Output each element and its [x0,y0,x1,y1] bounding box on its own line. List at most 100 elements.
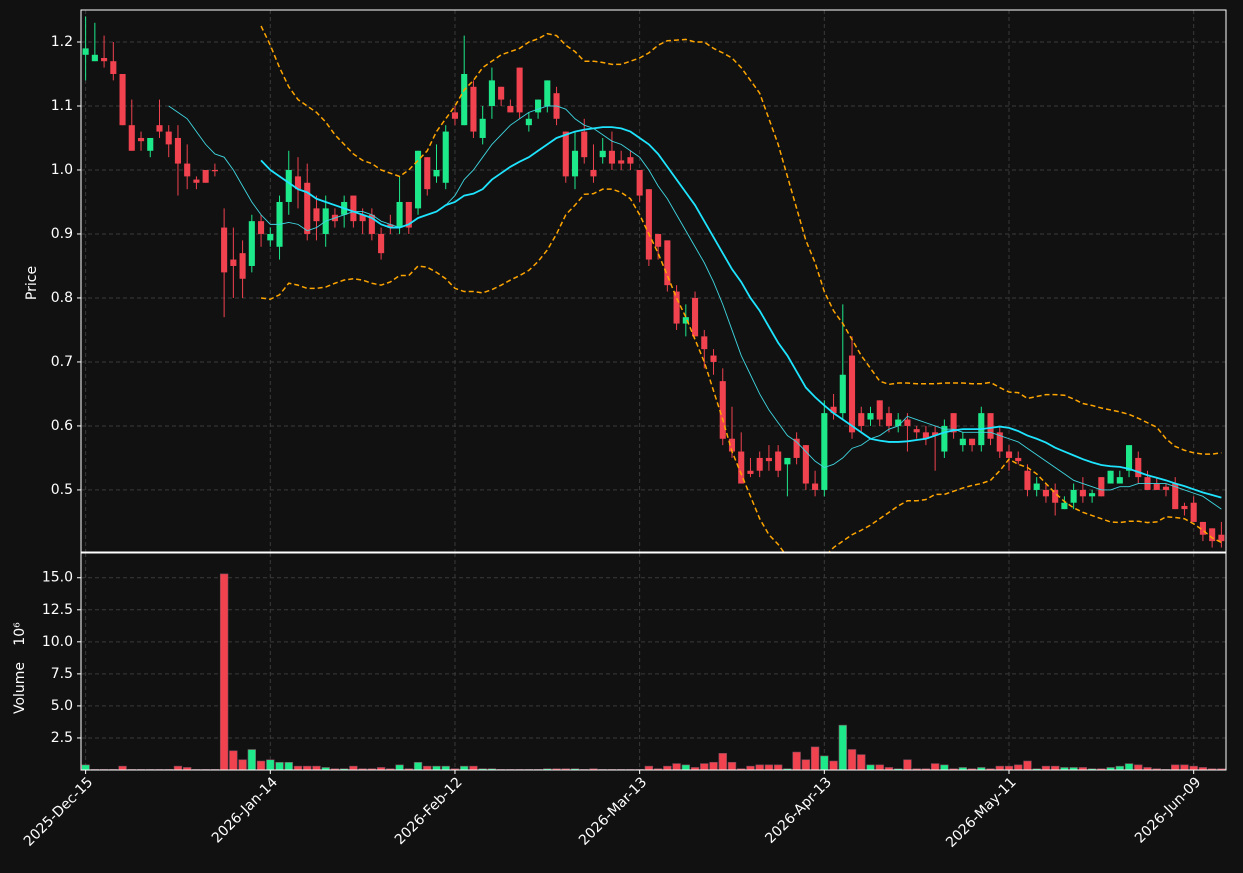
candle-body [82,48,89,55]
indicator-line [168,105,1222,510]
candle-body [396,201,403,228]
volume-bar [312,765,321,771]
candle-body [1052,489,1059,503]
candle-body [1042,489,1049,497]
candle-body [848,355,856,433]
candle-body [174,137,182,164]
candle-body [627,157,634,164]
candle-body [1061,502,1068,510]
candle-body [867,413,874,420]
volume-bar [266,759,275,771]
y-tick-label: 0.8 [51,290,73,306]
candle-body [110,61,117,74]
volume-bar [1115,765,1124,771]
candle-body [359,214,366,222]
candle-body [424,157,431,190]
candle-body [525,118,532,126]
candle-body [996,432,1003,452]
candle-body [535,99,542,113]
volume-bar [303,765,312,771]
candle-body [1005,451,1013,458]
y-tick-label: 12.5 [42,602,73,618]
candle-body [221,227,228,273]
candle-body [987,413,994,439]
candle-body [747,470,754,474]
candle-body [1209,528,1216,542]
candle-body [1070,489,1077,503]
indicator-line [260,126,1222,499]
candle-body [239,253,246,279]
candle-body [230,259,237,266]
candle-body [645,189,652,260]
candle-body [858,413,865,426]
volume-bar [293,765,303,771]
volume-bar [810,746,820,771]
candle-body [608,150,615,164]
candle-body [165,131,172,145]
candle-body [775,451,782,471]
volume-bar [395,764,404,771]
candle-body [802,445,809,484]
candle-body [756,457,763,471]
volume-bar [423,765,432,771]
volume-bar [847,749,857,771]
candle-body [728,438,736,452]
volume-bar [1050,765,1060,771]
candle-body [590,169,597,177]
candle-body [876,400,883,420]
indicator-line [260,25,1222,455]
volume-bar [173,765,183,771]
candle-body [378,233,385,254]
volume-bar [238,759,247,771]
candle-body [913,429,920,433]
volume-bar [432,765,441,771]
candle-body [433,169,440,177]
volume-bar [247,749,257,771]
candle-body [285,169,292,202]
candle-body [562,131,569,177]
candle-body [544,80,551,106]
volume-bar [1134,764,1143,771]
candle-body [1033,483,1040,490]
volume-bar [829,760,838,771]
y-axis-label: Price [24,266,40,300]
candle-body [1135,457,1142,478]
candle-body [895,419,902,426]
volume-bar [118,765,127,771]
price-frame [80,9,1227,553]
candle-body [147,137,154,151]
candle-body [414,150,422,209]
volume-bar [940,764,949,771]
volume-bar [1171,764,1180,771]
candle-body [1079,489,1086,497]
candle-body [479,118,486,138]
candle-body [184,163,191,177]
candle-body [91,54,98,62]
candle-body [932,432,939,436]
candles [82,16,1225,552]
volume-bar [903,759,912,771]
volume-bar [866,764,875,771]
candle-body [267,233,274,241]
y-tick-label: 1.2 [51,34,73,50]
candle-body [738,451,745,484]
volume-bar [995,765,1004,771]
volume-bar [1124,763,1134,771]
y-tick-label: 0.5 [51,482,73,498]
candle-body [765,457,772,462]
candle-body [1199,521,1206,535]
candle-body [1162,486,1170,490]
volume-bar [413,762,423,771]
volume-bar [755,764,764,771]
volume-bar [746,765,755,771]
candle-body [950,413,957,433]
volume-bar [718,753,727,771]
candle-body [507,105,514,113]
volume-axis-label: Volume [12,662,28,714]
candle-body [516,67,523,113]
volume-bar [1014,764,1023,771]
candle-body [211,169,218,172]
candle-body [387,224,394,228]
